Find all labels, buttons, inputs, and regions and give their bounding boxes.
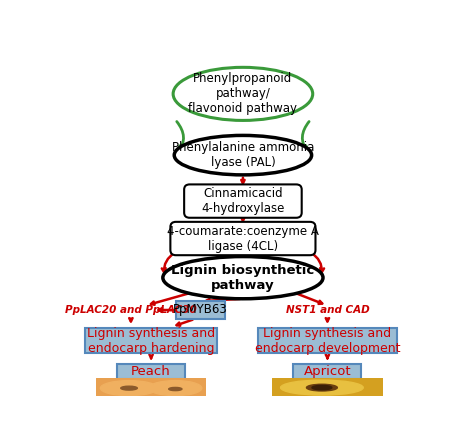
Text: PpMYB63: PpMYB63 [173,304,228,316]
FancyBboxPatch shape [176,301,225,319]
Text: NST1 and CAD: NST1 and CAD [285,305,369,315]
FancyBboxPatch shape [117,364,185,379]
FancyBboxPatch shape [170,222,316,255]
Text: Cinnamicacid
4-hydroxylase: Cinnamicacid 4-hydroxylase [201,187,284,215]
FancyBboxPatch shape [258,328,397,354]
FancyBboxPatch shape [85,328,217,354]
Text: Lignin synthesis and
endocarp development: Lignin synthesis and endocarp developmen… [255,327,400,354]
FancyBboxPatch shape [293,364,361,379]
Text: Lignin biosynthetic
pathway: Lignin biosynthetic pathway [171,264,315,292]
FancyBboxPatch shape [184,184,301,218]
Ellipse shape [173,67,313,120]
Ellipse shape [174,135,311,175]
Text: Phenylalanine ammonia
lyase (PAL): Phenylalanine ammonia lyase (PAL) [172,141,314,169]
Text: Peach: Peach [131,365,171,378]
Text: 4-coumarate:coenzyme A
ligase (4CL): 4-coumarate:coenzyme A ligase (4CL) [167,225,319,252]
Text: Phenylpropanoid
pathway/
flavonoid pathway: Phenylpropanoid pathway/ flavonoid pathw… [189,72,297,115]
Text: PpLAC20 and PpLAC30: PpLAC20 and PpLAC30 [65,305,197,315]
Text: Apricot: Apricot [304,365,351,378]
Text: Lignin synthesis and
endocarp hardening: Lignin synthesis and endocarp hardening [87,327,215,354]
Ellipse shape [163,256,323,299]
